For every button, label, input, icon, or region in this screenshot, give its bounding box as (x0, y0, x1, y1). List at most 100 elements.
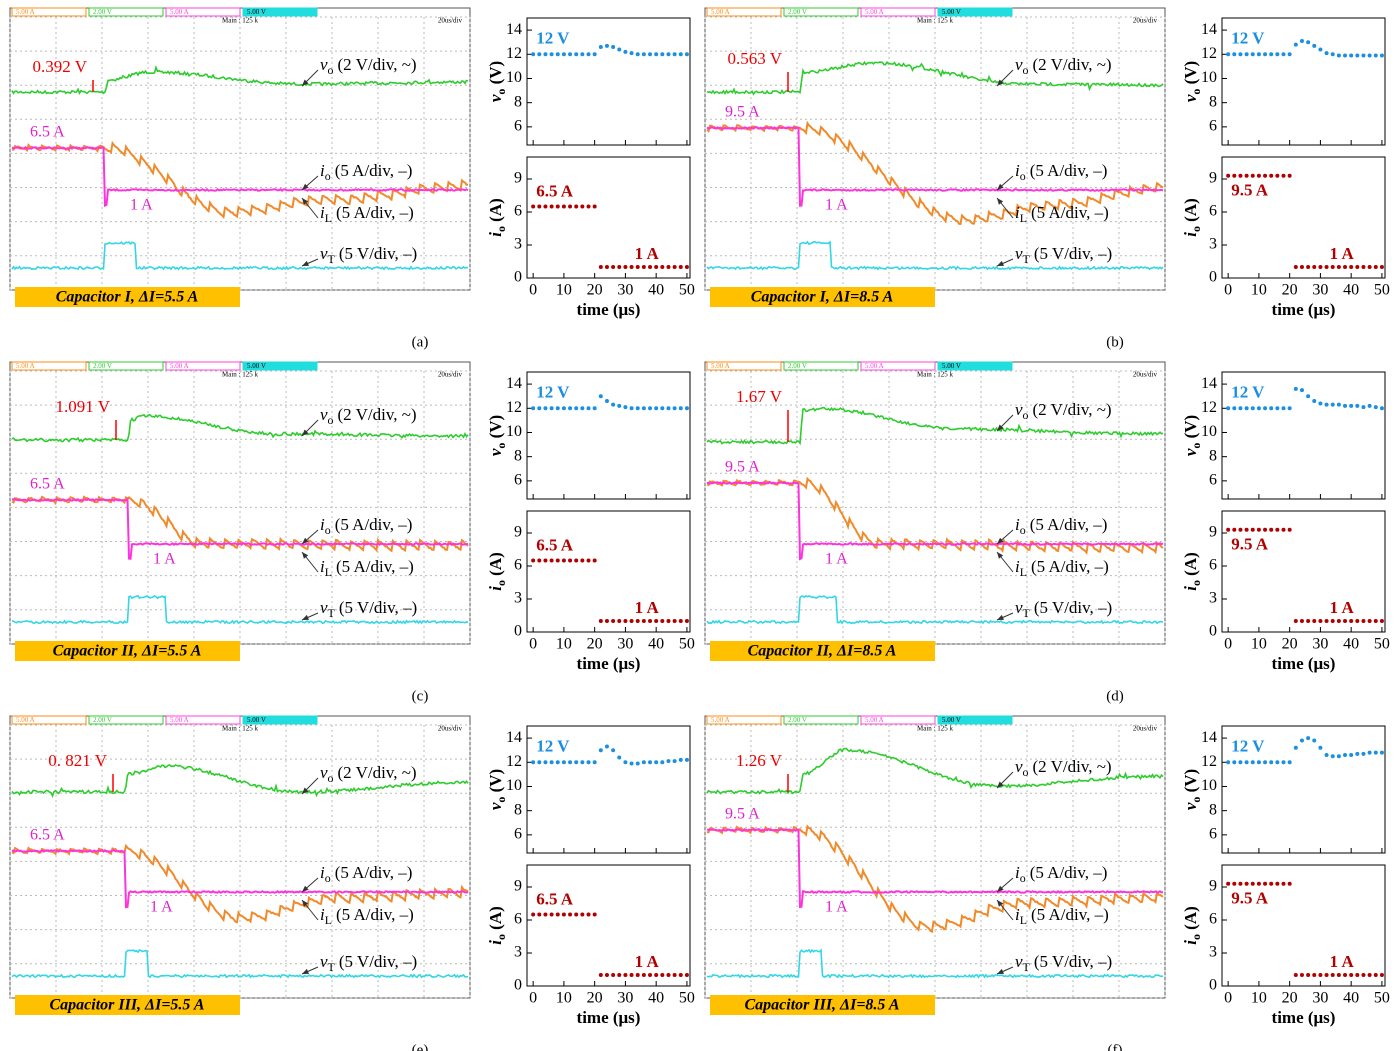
data-point (648, 265, 652, 269)
data-point (1257, 760, 1261, 764)
y-tick-label: 14 (506, 729, 522, 746)
data-point (1374, 751, 1378, 755)
data-point (1331, 973, 1335, 977)
data-point (1343, 265, 1347, 269)
data-point (605, 619, 609, 623)
data-point (642, 52, 646, 56)
data-point (556, 913, 560, 917)
label-unit: (A) (486, 198, 505, 226)
label: vo (V) (486, 415, 508, 456)
data-point (660, 265, 664, 269)
data-point (660, 52, 664, 56)
data-point (568, 760, 572, 764)
data-point (636, 761, 640, 765)
data-point (1380, 406, 1384, 410)
y-tick-label: 9 (514, 170, 522, 187)
x-tick-label: 30 (1312, 636, 1328, 653)
y-tick-label: 10 (1201, 423, 1217, 440)
label-unit: (A) (1181, 198, 1200, 226)
data-point (1263, 52, 1267, 56)
data-point (1238, 406, 1242, 410)
data-point (630, 973, 634, 977)
channel-scale: 5.00 A (170, 362, 189, 370)
channel-scale: 2.00 V (93, 8, 112, 16)
data-point (660, 760, 664, 764)
data-point (1269, 406, 1273, 410)
io-annotation: 1 A (1330, 952, 1355, 971)
y-tick-label: 6 (514, 911, 522, 928)
data-point (1380, 265, 1384, 269)
data-point (1269, 174, 1273, 178)
current-high-annotation: 9.5 A (725, 459, 760, 476)
data-point (636, 52, 640, 56)
x-tick-label: 20 (587, 636, 603, 653)
data-point (666, 265, 670, 269)
data-point (1318, 401, 1322, 405)
data-point (605, 399, 609, 403)
x-tick-label: 40 (1343, 990, 1359, 1007)
y-tick-label: 0 (514, 623, 522, 640)
vo-annotation: 12 V (1231, 29, 1265, 48)
current-low-annotation: 1 A (153, 551, 176, 568)
x-tick-label: 30 (617, 990, 633, 1007)
current-high-annotation: 9.5 A (725, 104, 760, 121)
y-tick-label: 9 (1209, 524, 1217, 541)
data-point (623, 50, 627, 54)
data-point (1226, 406, 1230, 410)
channel-scale: 5.00 V (247, 362, 266, 370)
data-point (1245, 406, 1249, 410)
data-point (1226, 174, 1230, 178)
channel-scale: 5.00 A (865, 716, 884, 724)
y-tick-label: 8 (1209, 447, 1217, 464)
data-point (580, 760, 584, 764)
y-tick-label: 6 (514, 472, 522, 489)
data-point (673, 619, 677, 623)
data-point (1325, 619, 1329, 623)
x-tick-label: 30 (1312, 990, 1328, 1007)
x-tick-label: 0 (1224, 990, 1232, 1007)
y-tick-label: 6 (1209, 911, 1217, 928)
data-point (1306, 265, 1310, 269)
data-point (1312, 973, 1316, 977)
label-unit: (V) (1181, 769, 1200, 797)
x-tick-label: 10 (1251, 282, 1267, 299)
y-tick-label: 8 (514, 447, 522, 464)
label: io(5 A/div, –) (320, 515, 412, 537)
data-point (537, 406, 541, 410)
y-tick-label: 6 (514, 557, 522, 574)
dv-annotation: 1.67 V (736, 387, 783, 406)
data-point (537, 52, 541, 56)
data-point (630, 619, 634, 623)
y-tick-label: 12 (506, 45, 522, 62)
data-point (630, 406, 634, 410)
channel-scale: 5.00 A (16, 362, 35, 370)
data-point (617, 47, 621, 51)
x-tick-label: 10 (1251, 990, 1267, 1007)
io-annotation: 1 A (635, 598, 660, 617)
data-point (1380, 973, 1384, 977)
data-point (574, 559, 578, 563)
data-point (1306, 619, 1310, 623)
data-point (660, 619, 664, 623)
data-point (1226, 882, 1230, 886)
data-point (623, 973, 627, 977)
data-point (1368, 53, 1372, 57)
data-point (630, 265, 634, 269)
label-subscript: o (325, 523, 331, 537)
label-subscript: L (325, 913, 332, 927)
label: vo (V) (486, 769, 508, 810)
dv-annotation: 0.392 V (33, 57, 88, 76)
caption: Capacitor III, ΔI=8.5 A (744, 997, 899, 1014)
data-point (599, 973, 603, 977)
data-point (1374, 265, 1378, 269)
label-subscript: o (325, 169, 331, 183)
data-point (605, 44, 609, 48)
trace-scale: (5 A/div, –) (335, 161, 413, 180)
data-point (1349, 753, 1353, 757)
data-point (1318, 265, 1322, 269)
y-tick-label: 0 (1209, 269, 1217, 286)
data-point (531, 559, 535, 563)
data-point (580, 406, 584, 410)
data-point (1361, 619, 1365, 623)
data-point (587, 205, 591, 209)
